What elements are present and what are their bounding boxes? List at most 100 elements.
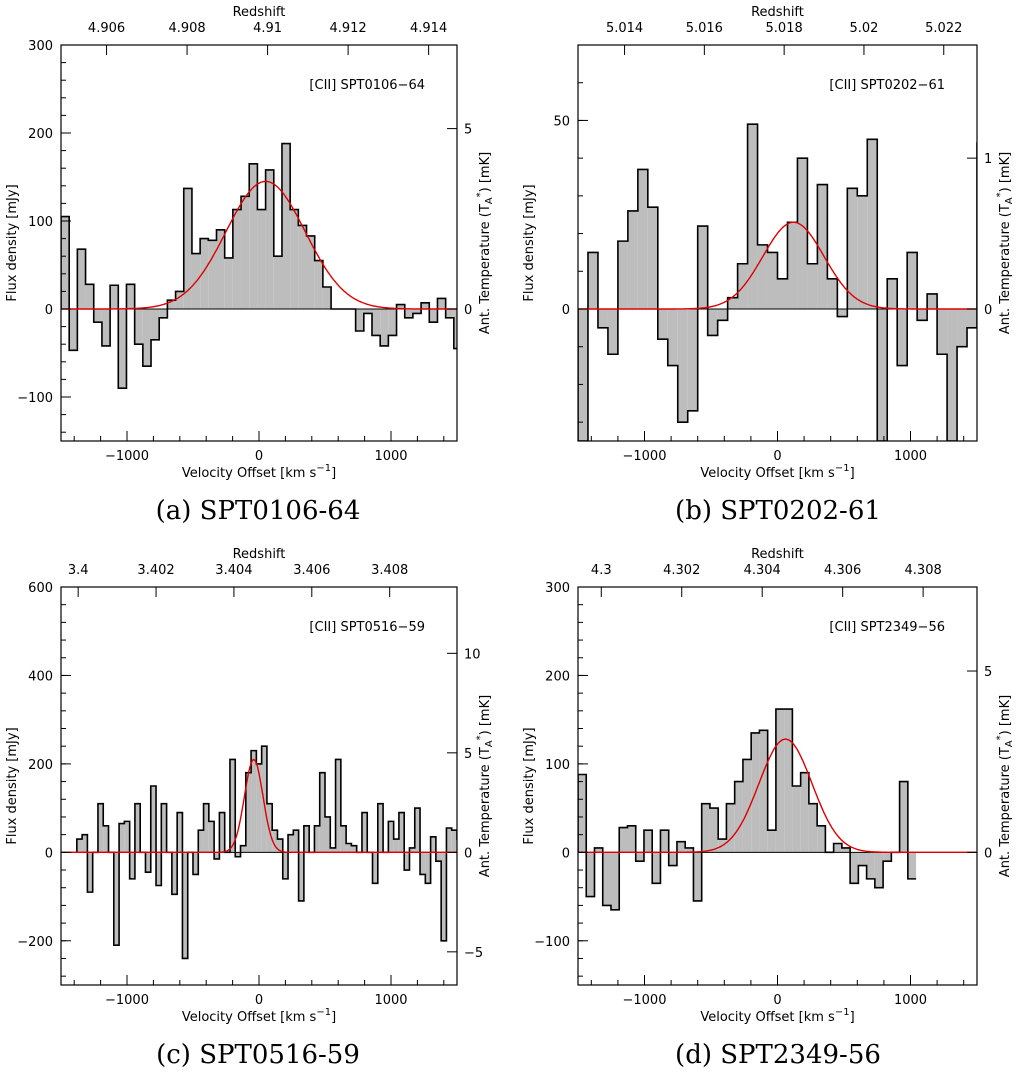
top-tick-label: 4.304 (744, 563, 781, 578)
histogram-bar (635, 852, 644, 862)
x-tick-label: 1000 (894, 993, 927, 1008)
right-axis-title: Ant. Temperature (TA*) [mK] (475, 152, 495, 334)
x-axis-title-main: Velocity Offset [km s (182, 466, 317, 481)
right-tick-label: −5 (464, 946, 483, 961)
y-tick-label: 600 (28, 581, 53, 596)
histogram-bar (245, 772, 252, 853)
histogram-bar (747, 124, 758, 309)
top-tick-label: 5.02 (849, 21, 878, 36)
histogram-bar (325, 816, 331, 853)
right-axis-title-end: ) [mK] (998, 152, 1013, 193)
top-tick-label: 4.906 (88, 21, 125, 36)
right-axis-title: Ant. Temperature (TA*) [mK] (995, 695, 1015, 877)
histogram-bar (77, 249, 86, 309)
histogram-bar (145, 852, 151, 873)
histogram-bar (156, 852, 162, 886)
histogram-bar (877, 309, 888, 441)
right-axis-title-sup: * (475, 735, 486, 740)
histogram-bar (693, 852, 702, 901)
histogram-bar (709, 808, 719, 853)
x-tick-label: 1000 (374, 449, 407, 464)
right-tick-label: 5 (984, 665, 992, 680)
y-tick-label: 300 (28, 39, 53, 54)
histogram-bar (899, 781, 908, 853)
histogram-bar (874, 852, 884, 888)
histogram-bar (937, 309, 948, 355)
x-tick-label: 0 (255, 993, 263, 1008)
x-axis-title: Velocity Offset [km s−1] (182, 463, 336, 481)
histogram-bar (627, 825, 636, 853)
histogram-bar (837, 309, 848, 317)
histogram-bar (208, 240, 217, 309)
x-axis-title-end: ] (850, 466, 855, 481)
histogram-bar (232, 209, 242, 309)
top-tick-label: 5.014 (606, 21, 643, 36)
histogram-bar (883, 852, 892, 862)
histogram-bar (409, 847, 415, 853)
histogram-bar (927, 293, 938, 309)
top-tick-label: 4.306 (824, 563, 861, 578)
histogram-bar (742, 759, 752, 853)
y-tick-label: 0 (562, 303, 570, 318)
x-axis-title: Velocity Offset [km s−1] (700, 1007, 854, 1025)
panel-caption: (a) SPT0106-64 (156, 496, 361, 526)
histogram-bar (82, 834, 88, 853)
histogram-bar (93, 309, 102, 323)
histogram-bar (420, 852, 426, 875)
x-tick-label: −1000 (623, 993, 667, 1008)
histogram-bar (134, 309, 143, 345)
histogram-bar (425, 852, 431, 884)
histogram-bar (261, 746, 267, 853)
histogram-bar (355, 309, 364, 331)
spectrum-step-line (578, 123, 977, 441)
y-tick-label: 100 (28, 215, 53, 230)
histogram-bar (792, 786, 801, 853)
histogram-bar (866, 852, 875, 879)
right-axis-title-sub: A (1004, 197, 1015, 204)
top-tick-label: 4.3 (591, 563, 612, 578)
histogram-bar (314, 260, 323, 309)
histogram-bar (282, 852, 289, 879)
histogram-bar (361, 812, 368, 853)
right-axis-title-end: ) [mK] (478, 695, 493, 736)
histogram-bar (578, 774, 587, 853)
y-tick-label: 300 (545, 581, 570, 596)
histogram-bar (676, 841, 686, 853)
histogram-bar (97, 803, 104, 853)
line-label: [CII] SPT0106−64 (309, 78, 425, 93)
histogram-bar (322, 287, 332, 309)
top-tick-label: 4.914 (410, 21, 447, 36)
right-tick-label: 10 (464, 647, 481, 662)
x-axis-title-end: ] (331, 1010, 336, 1025)
gaussian-fit-line (61, 758, 457, 853)
x-axis-title-main: Velocity Offset [km s (182, 1010, 317, 1025)
histogram-bar (388, 309, 397, 336)
histogram-bar (587, 252, 598, 309)
histogram-bar (288, 834, 294, 853)
panel-caption: (c) SPT0516-59 (156, 1040, 360, 1070)
histogram-bar (807, 263, 818, 309)
histogram-bar (586, 852, 595, 897)
histogram-bar (759, 730, 768, 853)
right-axis-title-main: Ant. Temperature (T (998, 204, 1013, 334)
histogram-bar (290, 209, 299, 309)
right-axis-title-sup: * (995, 735, 1006, 740)
histogram-bar (377, 803, 384, 853)
histogram-bar (957, 309, 968, 347)
histogram-bar (257, 209, 266, 309)
x-axis-title-main: Velocity Offset [km s (700, 1010, 835, 1025)
y-tick-label: 200 (545, 669, 570, 684)
histogram-bar (398, 812, 405, 853)
right-axis-title-main: Ant. Temperature (T (478, 204, 493, 334)
histogram-bar (273, 256, 282, 309)
histogram-bar (627, 210, 638, 309)
top-tick-label: 3.402 (137, 563, 174, 578)
right-axis-title: Ant. Temperature (TA*) [mK] (995, 152, 1015, 334)
spectrum-step-line (578, 708, 917, 911)
histogram-bar (797, 158, 808, 309)
histogram-bar (421, 302, 430, 309)
histogram-bar (224, 257, 233, 309)
